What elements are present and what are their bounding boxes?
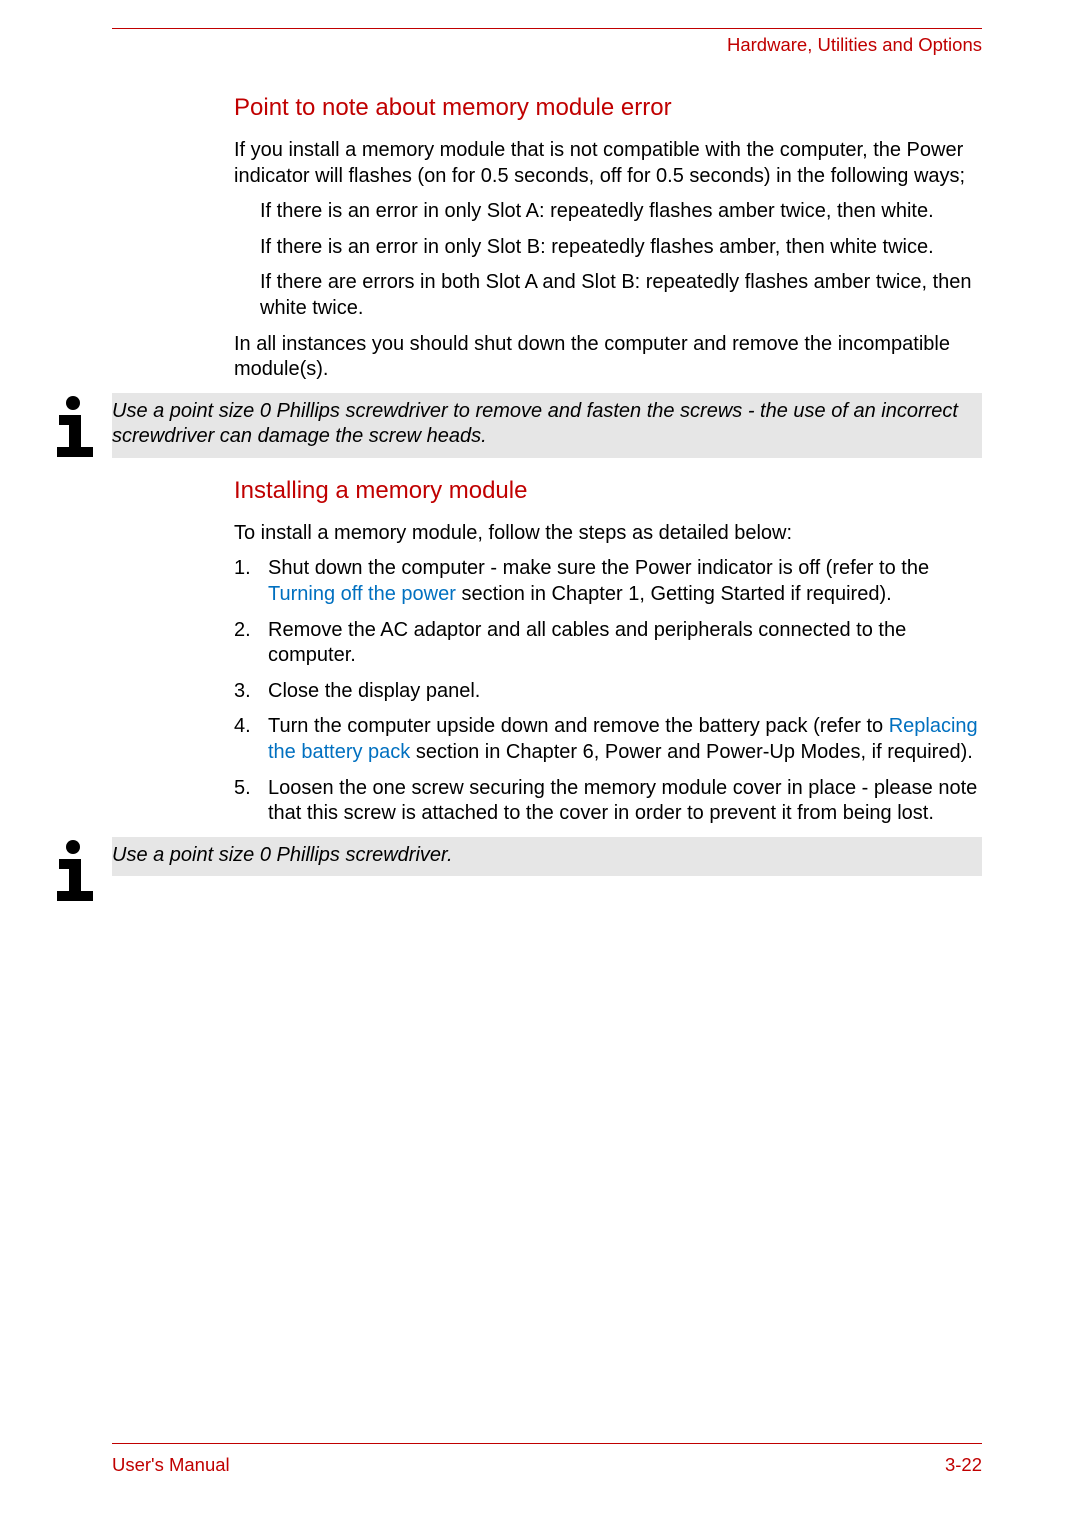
section1-heading: Point to note about memory module error — [234, 94, 982, 122]
step-number: 5. — [234, 776, 268, 827]
section1-para1: If you install a memory module that is n… — [234, 138, 982, 189]
step-body: Close the display panel. — [268, 679, 982, 705]
step-body: Loosen the one screw securing the memory… — [268, 776, 982, 827]
step-item: 2. Remove the AC adaptor and all cables … — [234, 618, 982, 669]
step-body: Turn the computer upside down and remove… — [268, 714, 982, 765]
link-turning-off-power[interactable]: Turning off the power — [268, 583, 456, 605]
info-icon — [46, 395, 100, 459]
note-callout-2: Use a point size 0 Phillips screwdriver. — [0, 837, 982, 903]
step-pre: Shut down the computer - make sure the P… — [268, 557, 929, 579]
step-item: 3. Close the display panel. — [234, 679, 982, 705]
section2-intro: To install a memory module, follow the s… — [234, 521, 982, 547]
section2-heading: Installing a memory module — [234, 477, 982, 505]
section1-bullets: If there is an error in only Slot A: rep… — [260, 199, 982, 321]
step-number: 3. — [234, 679, 268, 705]
info-icon — [46, 839, 100, 903]
step-post: section in Chapter 6, Power and Power-Up… — [410, 741, 973, 763]
step-number: 1. — [234, 556, 268, 607]
step-item: 1. Shut down the computer - make sure th… — [234, 556, 982, 607]
step-pre: Turn the computer upside down and remove… — [268, 715, 889, 737]
note-text-1: Use a point size 0 Phillips screwdriver … — [112, 393, 982, 458]
footer-left: User's Manual — [112, 1454, 230, 1476]
note-text-2: Use a point size 0 Phillips screwdriver. — [112, 837, 982, 877]
step-item: 5. Loosen the one screw securing the mem… — [234, 776, 982, 827]
footer-right: 3-22 — [945, 1454, 982, 1476]
bullet-item: If there is an error in only Slot B: rep… — [260, 235, 982, 261]
step-number: 4. — [234, 714, 268, 765]
step-post: section in Chapter 1, Getting Started if… — [456, 583, 892, 605]
step-number: 2. — [234, 618, 268, 669]
section1-para2: In all instances you should shut down th… — [234, 332, 982, 383]
bullet-item: If there are errors in both Slot A and S… — [260, 270, 982, 321]
steps-list: 1. Shut down the computer - make sure th… — [234, 556, 982, 826]
bullet-item: If there is an error in only Slot A: rep… — [260, 199, 982, 225]
header-text: Hardware, Utilities and Options — [112, 34, 982, 56]
step-body: Shut down the computer - make sure the P… — [268, 556, 982, 607]
note-callout-1: Use a point size 0 Phillips screwdriver … — [0, 393, 982, 459]
step-body: Remove the AC adaptor and all cables and… — [268, 618, 982, 669]
header-rule — [112, 28, 982, 29]
step-item: 4. Turn the computer upside down and rem… — [234, 714, 982, 765]
page-footer: User's Manual 3-22 — [112, 1443, 982, 1476]
